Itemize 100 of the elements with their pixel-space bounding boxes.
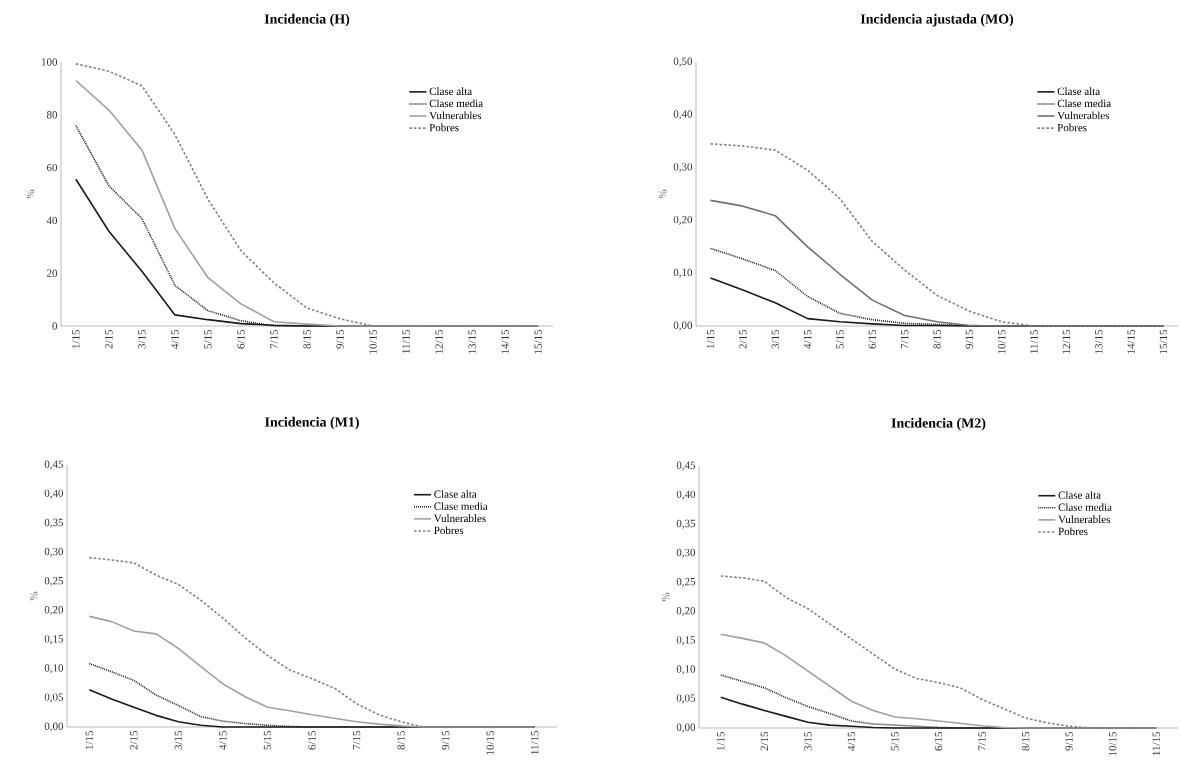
chart-title: Incidencia (H) <box>264 13 350 27</box>
x-tick-label: 5/15 <box>836 329 844 349</box>
y-tick-label: 0,50 <box>673 57 693 67</box>
y-tick-label: 0,25 <box>676 577 696 587</box>
x-tick-label: 7/15 <box>978 731 986 751</box>
x-tick-label: 15/15 <box>534 329 542 354</box>
y-axis-title: % <box>26 189 35 199</box>
x-tick-label: 6/15 <box>237 329 245 349</box>
x-tick-label: 6/15 <box>868 329 876 349</box>
y-tick-label: 0,30 <box>44 547 64 557</box>
x-tick-label: 2/15 <box>130 730 138 750</box>
y-tick-label: 100 <box>42 58 58 66</box>
x-tick-label: 7/15 <box>900 329 909 349</box>
x-tick-label: 6/15 <box>934 731 943 751</box>
legend-label: Clase media <box>1058 503 1112 511</box>
y-tick-label: 0,00 <box>673 321 693 331</box>
y-tick-label: 0,00 <box>44 722 64 732</box>
y-tick-label: 0,45 <box>44 460 64 470</box>
x-tick-label: 13/15 <box>1095 329 1103 354</box>
legend-label: Clase media <box>429 99 483 108</box>
y-axis-title: % <box>659 189 667 199</box>
x-tick-label: 8/15 <box>933 329 941 349</box>
x-tick-label: 11/15 <box>1152 731 1160 756</box>
x-tick-label: 9/15 <box>336 329 344 349</box>
y-tick-label: 0,20 <box>673 215 693 225</box>
y-tick-label: 0,40 <box>676 490 696 500</box>
legend-label: Pobres <box>1057 123 1087 132</box>
y-tick-label: 0,15 <box>44 635 64 645</box>
x-tick-label: 11/15 <box>402 329 410 354</box>
x-tick-label: 8/15 <box>303 329 311 349</box>
y-tick-label: 0,40 <box>44 489 64 499</box>
x-tick-label: 4/15 <box>847 731 856 751</box>
x-tick-label: 1/15 <box>85 730 93 750</box>
y-tick-label: 0,10 <box>44 664 64 674</box>
legend-label: Vulnerables <box>429 111 482 120</box>
x-tick-label: 12/15 <box>1062 329 1071 354</box>
x-tick-label: 11/15 <box>1030 329 1038 354</box>
x-tick-label: 9/15 <box>1065 731 1073 751</box>
y-tick-label: 0,20 <box>44 606 64 616</box>
x-tick-label: 3/15 <box>771 329 779 349</box>
y-tick-label: 20 <box>47 269 58 277</box>
y-tick-label: 40 <box>46 216 58 225</box>
x-tick-label: 5/15 <box>204 329 212 349</box>
y-tick-label: 0,05 <box>676 694 696 704</box>
x-tick-label: 4/15 <box>219 730 227 750</box>
y-tick-label: 0 <box>52 322 58 330</box>
y-tick-label: 0,15 <box>676 636 696 646</box>
y-tick-label: 0,10 <box>676 665 696 675</box>
x-tick-label: 8/15 <box>1021 731 1030 751</box>
x-tick-label: 3/15 <box>804 731 812 751</box>
x-tick-label: 12/15 <box>435 329 443 354</box>
y-axis-title: % <box>30 591 38 601</box>
x-tick-label: 14/15 <box>501 329 509 354</box>
legend-label: Clase media <box>434 502 488 510</box>
x-tick-label: 6/15 <box>308 730 316 750</box>
x-tick-label: 3/15 <box>138 329 146 349</box>
legend-label: Vulnerables <box>1058 515 1110 524</box>
x-tick-label: 5/15 <box>891 731 899 751</box>
chart-title: Incidencia ajustada (MO) <box>860 13 1014 27</box>
y-tick-label: 0,40 <box>673 110 693 120</box>
chart-title: Incidencia (M1) <box>265 416 359 430</box>
y-tick-label: 60 <box>46 163 58 172</box>
x-tick-label: 2/15 <box>105 329 113 349</box>
x-tick-label: 4/15 <box>803 329 812 349</box>
y-axis-title: % <box>662 592 670 602</box>
legend-label: Clase alta <box>429 87 472 96</box>
chart-title: Incidencia (M2) <box>891 417 986 431</box>
y-tick-label: 0,10 <box>673 268 693 278</box>
legend-label: Vulnerables <box>433 514 486 523</box>
x-tick-label: 1/15 <box>72 329 80 349</box>
x-tick-label: 3/15 <box>174 730 183 750</box>
legend-label: Pobres <box>434 526 464 535</box>
x-tick-label: 9/15 <box>965 329 974 349</box>
x-tick-label: 7/15 <box>270 329 278 349</box>
x-tick-label: 14/15 <box>1127 329 1135 354</box>
legend-label: Clase alta <box>1057 87 1100 96</box>
x-tick-label: 10/15 <box>1109 731 1117 756</box>
y-tick-label: 0,35 <box>676 519 696 529</box>
legend-label: Pobres <box>1058 527 1088 536</box>
x-tick-label: 13/15 <box>468 329 476 354</box>
x-tick-label: 4/15 <box>171 329 179 349</box>
y-tick-label: 80 <box>46 111 58 119</box>
legend-label: Clase alta <box>434 490 477 498</box>
y-tick-label: 0,25 <box>44 576 64 586</box>
x-tick-label: 10/15 <box>998 329 1006 354</box>
y-tick-label: 0,30 <box>676 548 696 558</box>
x-tick-label: 15/15 <box>1159 329 1168 354</box>
y-tick-label: 0,00 <box>676 723 696 733</box>
x-tick-label: 10/15 <box>369 329 377 354</box>
y-tick-label: 0,45 <box>676 461 696 471</box>
legend-label: Vulnerables <box>1057 111 1110 120</box>
x-tick-label: 2/15 <box>739 329 747 349</box>
y-tick-label: 0,30 <box>673 163 693 173</box>
x-tick-label: 2/15 <box>760 731 769 751</box>
x-tick-label: 8/15 <box>397 730 405 750</box>
legend-label: Pobres <box>429 123 459 132</box>
x-tick-label: 7/15 <box>352 730 361 750</box>
x-tick-label: 10/15 <box>486 730 494 755</box>
x-tick-label: 5/15 <box>263 730 272 750</box>
x-tick-label: 11/15 <box>531 730 539 755</box>
